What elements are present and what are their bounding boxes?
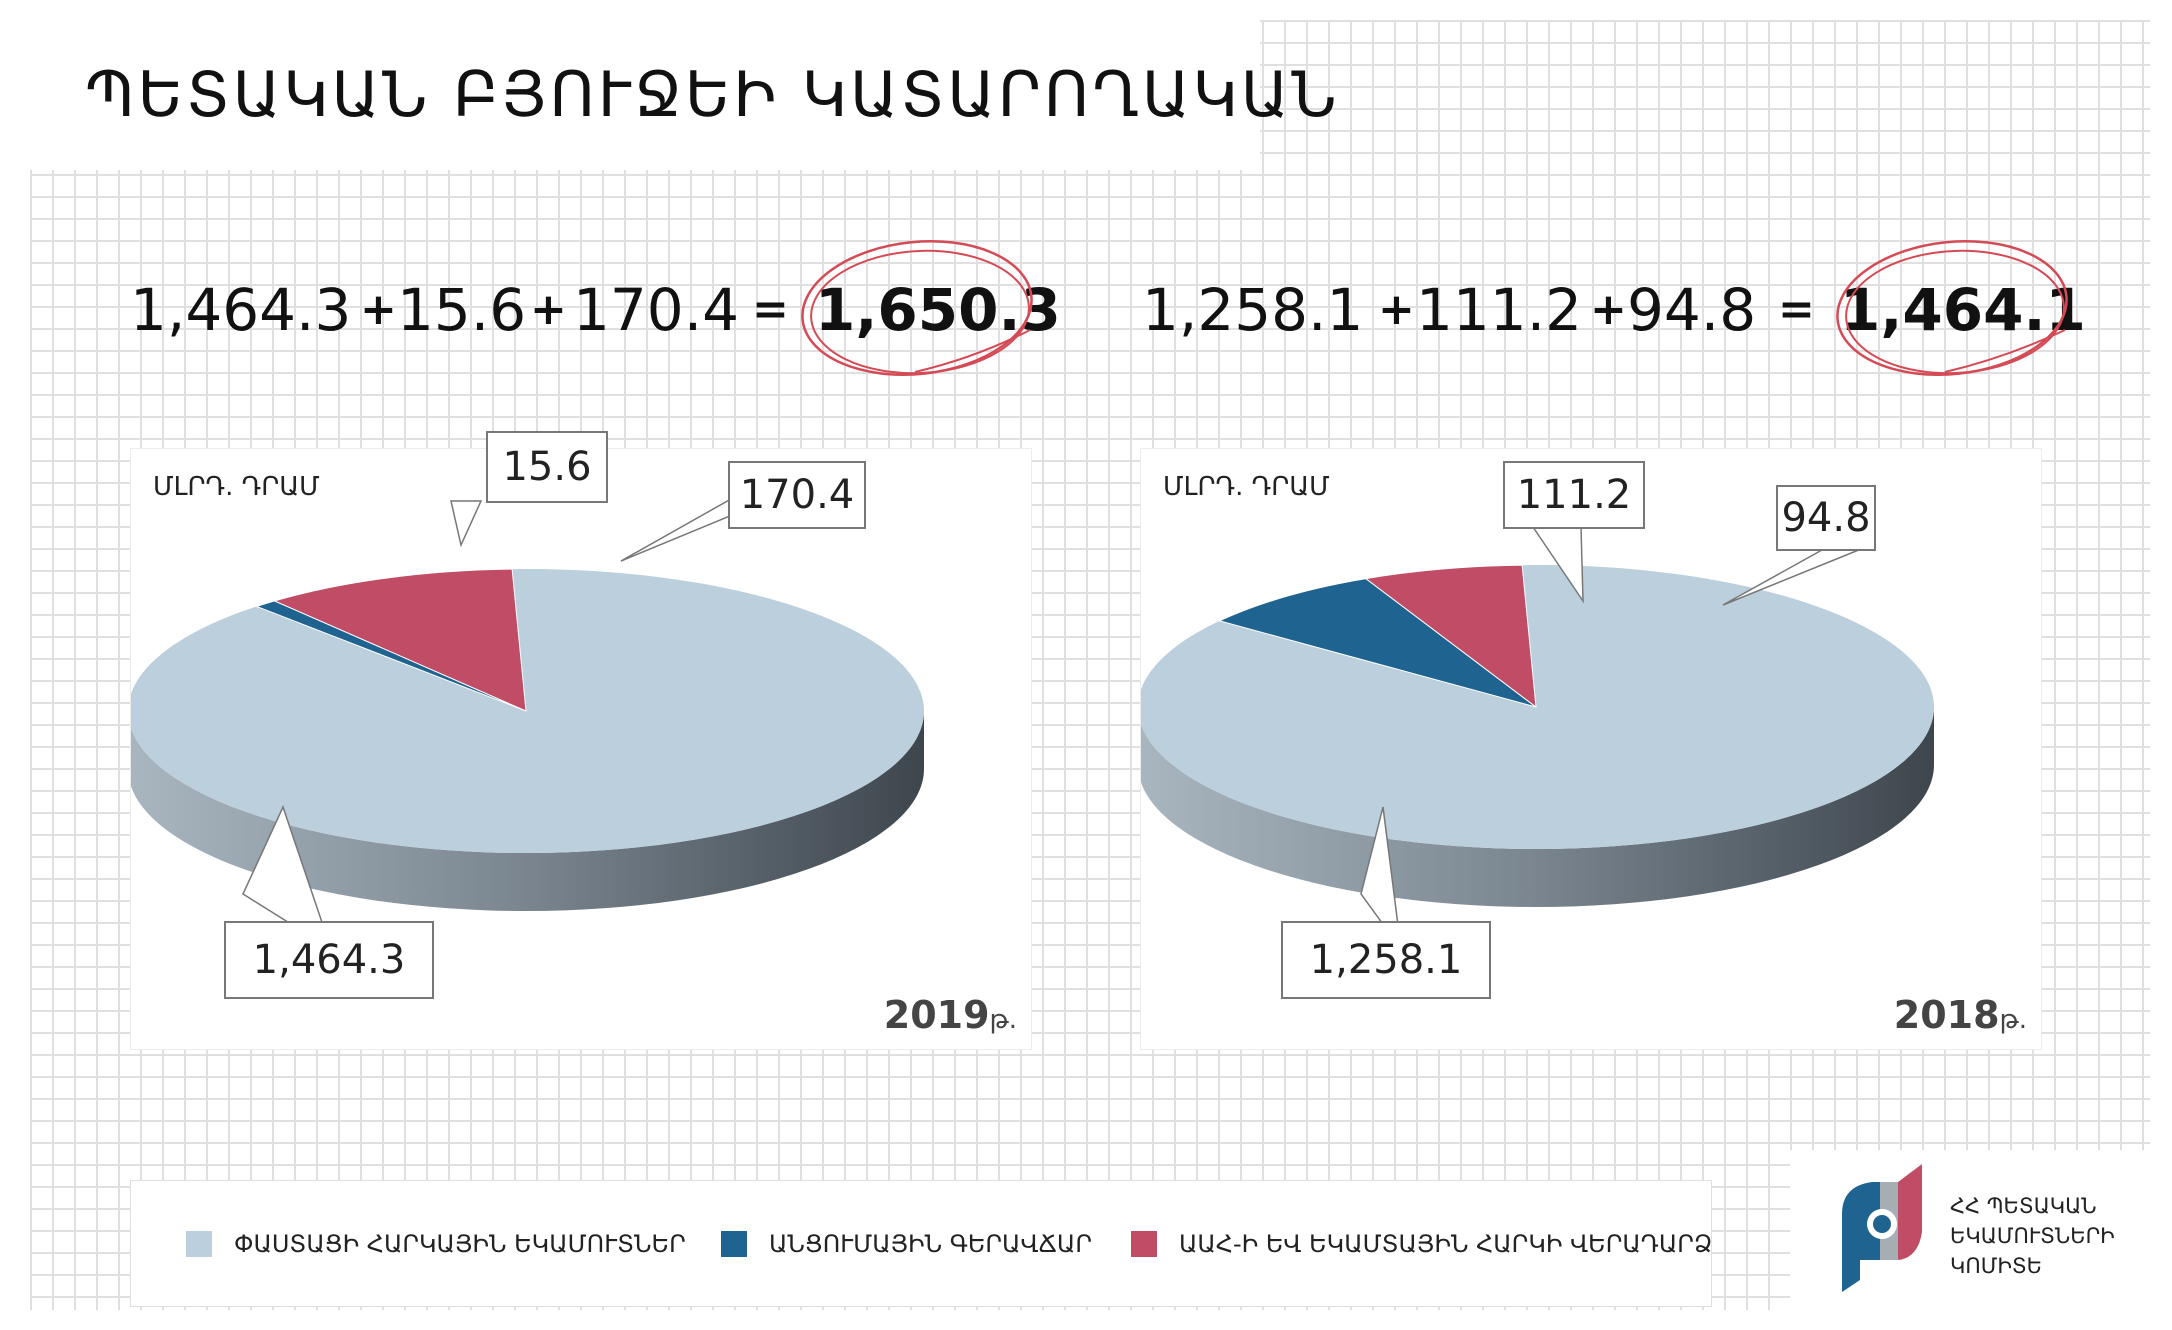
pie-slice-vat-refund: [1364, 564, 1537, 709]
pie-panel-2019: ՄԼՐԴ. ԴՐԱՄ 1,464.3 15.6 170.4 2019թ.: [130, 431, 1032, 1050]
eq-term: 170.4: [573, 276, 740, 344]
unit-label: ՄԼՐԴ. ԴՐԱՄ: [1155, 465, 1343, 509]
equation-2018: 1,258.1 + 111.2 + 94.8 = 1,464.1: [1100, 240, 2172, 376]
pie-slice-grants: [1218, 578, 1537, 708]
chart-legend: ՓԱՍՏԱՑԻ ՀԱՐԿԱՅԻՆ ԵԿԱՄՈՒՏՆԵՐ ԱՆՑՈՒՄԱՅԻՆ Գ…: [130, 1180, 1712, 1307]
equation-2019: 1,464.3 + 15.6 + 170.4 = 1,650.3: [0, 240, 1100, 376]
eq-term: 15.6: [397, 276, 527, 344]
year-number: 2018: [1893, 993, 2000, 1037]
data-label-vat-refund: 170.4: [728, 461, 866, 529]
eq-plus: +: [530, 284, 567, 335]
logo-line-1: ՀՀ ՊԵՏԱԿԱՆ: [1950, 1194, 2097, 1218]
year-label: 2018թ.: [1894, 993, 2027, 1037]
year-label: 2019թ.: [884, 993, 1017, 1037]
logo-box: ՀՀ ՊԵՏԱԿԱՆ ԵԿԱՄՈՒՏՆԵՐԻ ԿՈՄԻՏԵ: [1790, 1150, 2150, 1310]
legend-label: ԱԱՀ-Ի ԵՎ ԵԿԱՄՏԱՅԻՆ ՀԱՐԿԻ ՎԵՐԱԴԱՐՁ: [1179, 1230, 1713, 1258]
data-label-grants: 15.6: [486, 431, 608, 503]
eq-equals: =: [752, 284, 789, 335]
data-label-vat-refund: 94.8: [1776, 485, 1876, 551]
year-number: 2019: [883, 993, 990, 1037]
data-label-property-tax: 1,258.1: [1281, 921, 1491, 999]
eq-term: 94.8: [1627, 276, 1757, 344]
legend-label: ԱՆՑՈՒՄԱՅԻՆ ԳԵՐԱՎՃԱՐ: [769, 1230, 1092, 1258]
pie-panel-2018: ՄԼՐԴ. ԴՐԱՄ 1,258.1 111.2 94.8 2018թ.: [1140, 448, 2042, 1050]
eq-total: 1,464.1: [1840, 276, 2086, 344]
year-suffix: թ.: [1999, 1005, 2027, 1035]
eq-plus: +: [360, 284, 397, 335]
total-circle-2019: [801, 240, 1033, 376]
eq-equals: =: [1778, 284, 1815, 335]
year-suffix: թ.: [989, 1005, 1017, 1035]
page-title: ՊԵՏԱԿԱՆ ԲՅՈՒՋԵԻ ԿԱՏԱՐՈՂԱԿԱՆ: [85, 58, 1340, 131]
pie-chart-2019: [131, 498, 924, 951]
eq-plus: +: [1378, 284, 1415, 335]
title-box: [30, 20, 1260, 170]
eq-term: 1,258.1: [1142, 276, 1364, 344]
callout-pointer: [1722, 544, 1872, 606]
eq-term: 111.2: [1416, 276, 1583, 344]
src-logo-icon: [1842, 1164, 1922, 1292]
total-circle-2018: [1836, 240, 2068, 376]
eq-term: 1,464.3: [130, 276, 352, 344]
legend-label: ՓԱՍՏԱՑԻ ՀԱՐԿԱՅԻՆ ԵԿԱՄՈՒՏՆԵՐ: [234, 1230, 686, 1258]
pie-side-wall: [131, 711, 924, 911]
pie-slice-property-tax: [131, 569, 924, 853]
pie-side-wall: [1141, 707, 1934, 907]
legend-swatch: [721, 1231, 747, 1257]
callout-pointer: [450, 500, 483, 548]
pie-slice-property-tax: [1141, 565, 1934, 849]
unit-label: ՄԼՐԴ. ԴՐԱՄ: [145, 465, 333, 509]
data-label-grants: 111.2: [1503, 461, 1645, 529]
pie-slice-vat-refund: [273, 568, 527, 712]
logo-line-2: ԵԿԱՄՈՒՏՆԵՐԻ: [1950, 1224, 2115, 1248]
logo-line-3: ԿՈՄԻՏԵ: [1950, 1254, 2043, 1278]
eq-plus: +: [1590, 284, 1627, 335]
pie-chart-2018: [1141, 526, 1934, 950]
legend-swatch: [1131, 1231, 1157, 1257]
data-label-property-tax: 1,464.3: [224, 921, 434, 999]
legend-swatch: [186, 1231, 212, 1257]
